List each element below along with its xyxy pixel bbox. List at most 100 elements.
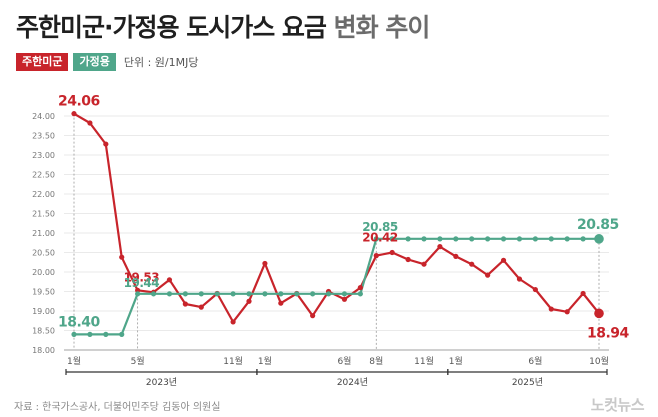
data-label: 24.06 <box>58 94 100 110</box>
data-point <box>246 291 252 297</box>
guide-lines <box>73 113 600 350</box>
x-tick-label: 5월 <box>131 355 145 367</box>
y-tick-label: 24.00 <box>32 112 55 121</box>
x-tick-label: 11월 <box>414 355 434 367</box>
data-point <box>564 309 570 315</box>
x-axis: 1월 5월 11월 1월 6월 8월 11월 1월 6월 10월 2023년 2024년 2025년 <box>65 355 609 388</box>
data-point <box>421 261 427 267</box>
data-point <box>469 261 475 267</box>
data-point <box>341 296 348 302</box>
legend-usfk: 주한미군 <box>16 53 69 71</box>
title-main: 주한미군·가정용 도시가스 요금 <box>16 13 327 42</box>
data-point <box>469 236 475 242</box>
data-label: 18.94 <box>587 325 630 341</box>
data-point <box>310 313 316 319</box>
data-point <box>262 260 268 267</box>
data-point <box>135 291 141 297</box>
data-point <box>437 236 443 242</box>
y-tick-label: 20.50 <box>32 249 55 258</box>
unit-label: 단위 : 원/1MJ당 <box>123 56 199 69</box>
x-tick-label: 1월 <box>258 355 272 367</box>
data-label: 20.42 <box>362 231 398 245</box>
data-point <box>150 291 157 297</box>
data-point <box>453 253 459 259</box>
data-point <box>103 141 109 147</box>
data-point <box>548 306 554 312</box>
data-point <box>198 304 204 310</box>
data-point <box>166 291 173 297</box>
year-label: 2024년 <box>337 377 368 388</box>
data-point <box>405 256 411 263</box>
y-grid <box>64 115 609 351</box>
y-tick-label: 18.50 <box>32 327 55 336</box>
data-point <box>103 331 109 337</box>
data-point <box>278 291 284 297</box>
x-tick-label: 8월 <box>369 355 383 367</box>
data-point <box>71 111 77 117</box>
x-tick-label: 1월 <box>449 355 463 367</box>
y-tick-label: 19.00 <box>32 307 55 316</box>
data-point <box>325 291 332 297</box>
title-sub: 변화 추이 <box>333 13 431 42</box>
series-line-0 <box>73 112 600 323</box>
data-point <box>230 291 236 297</box>
data-label: 20.85 <box>362 220 398 234</box>
data-point <box>230 319 236 325</box>
series-points <box>71 111 604 337</box>
data-point <box>500 236 507 242</box>
y-tick-label: 22.00 <box>32 190 55 199</box>
data-point <box>453 236 459 242</box>
data-point <box>182 301 188 307</box>
data-labels: 24.06 19.53 20.42 18.94 18.40 19.44 20.85 20.85 <box>58 94 630 342</box>
y-axis: 24.00 23.50 23.00 22.50 22.00 21.50 21.00 20.50… <box>32 112 55 355</box>
y-tick-label: 23.50 <box>32 132 55 141</box>
data-point <box>532 286 538 293</box>
y-tick-label: 20.00 <box>32 268 55 277</box>
data-point <box>580 236 586 242</box>
data-point <box>532 236 538 242</box>
series-lines <box>73 112 600 336</box>
y-tick-label: 22.50 <box>32 171 55 180</box>
y-tick-label: 21.00 <box>32 229 55 238</box>
data-point <box>564 236 570 242</box>
data-point <box>71 331 77 337</box>
data-point <box>262 291 268 297</box>
data-point <box>198 291 204 297</box>
data-point <box>437 244 443 250</box>
y-tick-label: 23.00 <box>32 151 55 160</box>
year-label: 2025년 <box>512 377 543 388</box>
data-point <box>389 236 395 242</box>
x-tick-label: 10월 <box>589 355 609 367</box>
data-point <box>485 236 491 242</box>
data-label: 19.44 <box>124 276 160 290</box>
data-point <box>87 331 93 337</box>
data-point <box>87 120 93 126</box>
source-note: 자료 : 한국가스공사, 더불어민주당 김동아 의원실 <box>14 402 221 413</box>
series-line-1 <box>74 237 599 336</box>
data-point <box>278 300 284 306</box>
data-point <box>119 254 125 260</box>
year-label: 2023년 <box>146 377 177 388</box>
data-label: 18.40 <box>58 314 101 330</box>
data-point <box>580 290 586 297</box>
data-point <box>182 291 188 297</box>
data-point <box>516 276 523 282</box>
data-label: 19.53 <box>124 270 160 284</box>
data-label: 20.85 <box>577 217 619 233</box>
y-tick-label: 21.50 <box>32 210 55 219</box>
y-tick-label: 19.50 <box>32 288 55 297</box>
data-point <box>516 236 523 242</box>
data-point <box>119 331 125 337</box>
x-tick-label: 6월 <box>528 355 542 367</box>
data-point <box>310 291 316 297</box>
data-point <box>373 236 379 242</box>
legend: 주한미군 가정용 단위 : 원/1MJ당 <box>16 53 198 71</box>
data-point <box>357 285 363 291</box>
x-tick-label: 6월 <box>337 355 351 367</box>
publisher-logo: 노컷뉴스 <box>590 396 645 414</box>
data-point <box>421 236 427 242</box>
data-point <box>341 291 348 297</box>
y-tick-label: 18.00 <box>32 346 55 355</box>
chart-title: 주한미군·가정용 도시가스 요금 변화 추이 <box>16 8 431 44</box>
